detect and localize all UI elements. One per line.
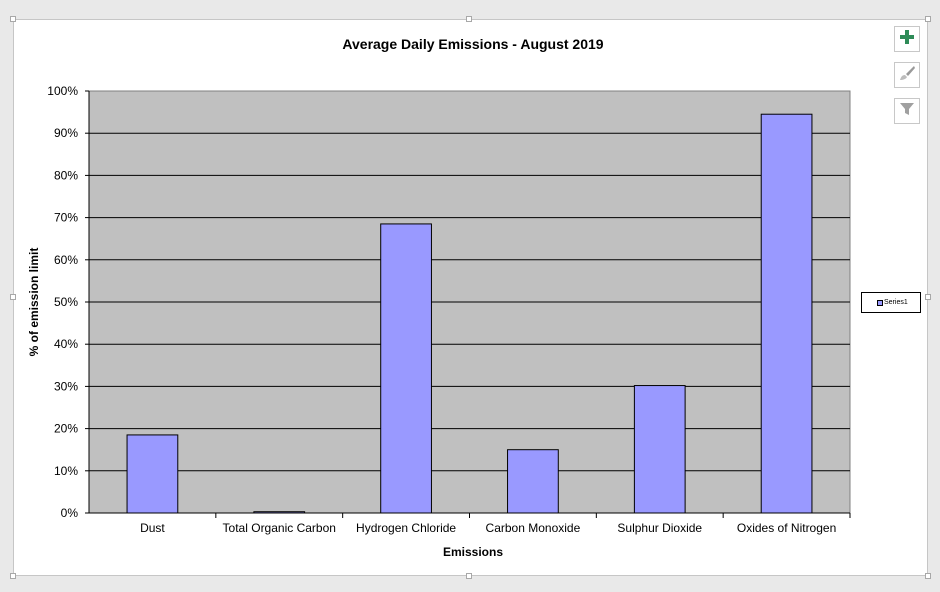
x-tick-label: Sulphur Dioxide: [617, 521, 702, 535]
x-tick-label: Carbon Monoxide: [486, 521, 581, 535]
y-tick-label: 90%: [54, 126, 78, 140]
y-tick-label: 50%: [54, 295, 78, 309]
y-tick-label: 0%: [61, 506, 79, 520]
filter-icon: [898, 100, 916, 123]
resize-handle-top-right[interactable]: [925, 16, 931, 22]
chart-styles-button[interactable]: [894, 62, 920, 88]
y-tick-label: 10%: [54, 464, 78, 478]
resize-handle-top-left[interactable]: [10, 16, 16, 22]
y-tick-label: 80%: [54, 168, 78, 182]
legend-entry: Series1: [884, 299, 908, 306]
bar: [126, 434, 179, 514]
y-tick-label: 60%: [54, 253, 78, 267]
resize-handle-bottom-right[interactable]: [925, 573, 931, 579]
gridlines: [89, 132, 850, 472]
x-tick-label: Oxides of Nitrogen: [737, 521, 836, 535]
resize-handle-left[interactable]: [10, 294, 16, 300]
bar: [380, 223, 432, 514]
y-tick-label: 40%: [54, 337, 78, 351]
y-tick-labels: 0% 10% 20% 30% 40% 50% 60% 70% 80% 90% 100%: [47, 84, 89, 520]
chart-title: Average Daily Emissions - August 2019: [342, 36, 603, 52]
x-tick-labels: Dust Total Organic Carbon Hydrogen Chlorid…: [140, 513, 851, 535]
chart-filters-button[interactable]: [894, 98, 920, 124]
bars: [126, 113, 813, 514]
bar: [760, 113, 813, 514]
legend[interactable]: Series1: [861, 292, 921, 313]
resize-handle-top[interactable]: [466, 16, 472, 22]
resize-handle-bottom[interactable]: [466, 573, 472, 579]
resize-handle-right[interactable]: [925, 294, 931, 300]
bar: [507, 449, 559, 514]
y-tick-label: 30%: [54, 379, 78, 393]
bar: [633, 385, 686, 514]
legend-swatch: [877, 299, 883, 306]
x-axis-title: Emissions: [443, 545, 503, 559]
y-tick-label: 20%: [54, 422, 78, 436]
y-tick-label: 70%: [54, 211, 78, 225]
x-tick-label: Total Organic Carbon: [223, 521, 336, 535]
x-tick-label: Dust: [140, 521, 165, 535]
brush-icon: [898, 64, 916, 87]
resize-handle-bottom-left[interactable]: [10, 573, 16, 579]
plus-icon: [899, 29, 915, 50]
chart-elements-button[interactable]: [894, 26, 920, 52]
x-tick-label: Hydrogen Chloride: [356, 521, 456, 535]
y-tick-label: 100%: [47, 84, 78, 98]
y-axis-title: % of emission limit: [27, 248, 41, 357]
